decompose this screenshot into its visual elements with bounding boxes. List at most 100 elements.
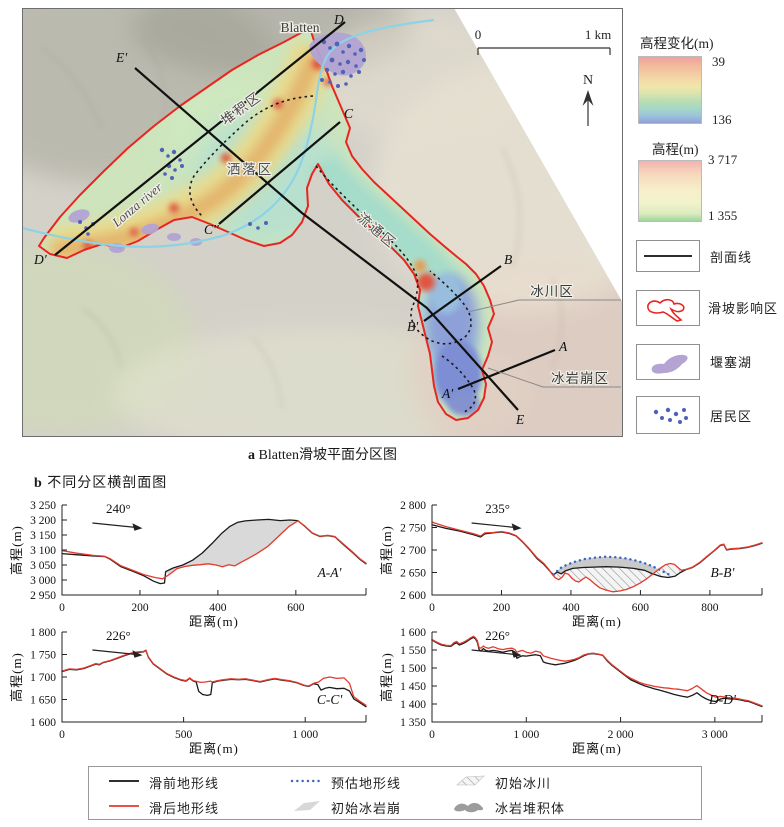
caption-a-text: Blatten滑坡平面分区图 bbox=[255, 448, 397, 463]
x-axis-title: 距离(m) bbox=[572, 741, 622, 756]
y-axis-title: 高程(m) bbox=[9, 652, 24, 702]
profile-chart-AA: 3 250 3 200 3 150 3 100 3 050 3 000 2 950 0 200 4… bbox=[8, 497, 374, 634]
initial-icerock-avalanche-icon bbox=[289, 797, 323, 820]
section-label: A-A' bbox=[317, 565, 343, 580]
x-tick-label: 0 bbox=[429, 729, 435, 741]
landslide-area-icon bbox=[647, 298, 685, 322]
legend-swatch-dammed-lake bbox=[636, 344, 700, 380]
caption-b-text: 不同分区横剖面图 bbox=[42, 476, 168, 491]
initial-glacier-icon bbox=[453, 772, 487, 795]
azimuth-arrow bbox=[471, 522, 516, 529]
pre-terrain-line-icon bbox=[107, 772, 141, 795]
label-A: A bbox=[558, 339, 568, 354]
series-post bbox=[61, 520, 367, 580]
x-tick-label: 800 bbox=[701, 602, 719, 614]
x-tick-label: 400 bbox=[209, 602, 227, 614]
legend-label-post-terrain: 滑后地形线 bbox=[149, 801, 220, 816]
profile-chart-CC: 1 800 1 750 1 700 1 650 1 600 0 500 1 000 距离(m) 高… bbox=[8, 624, 374, 761]
legend-label-residential: 居民区 bbox=[710, 409, 753, 424]
profile-line-A-A bbox=[457, 348, 556, 391]
x-tick-label: 500 bbox=[175, 729, 193, 741]
y-tick-label: 2 800 bbox=[400, 500, 426, 512]
scale-bar-1km: 1 km bbox=[585, 27, 611, 42]
zoning-map-panel: 0 1 km N Blatten 堆积区 洒落区 流通区 Lonza river… bbox=[0, 0, 672, 483]
profile-chart-BB: 2 800 2 750 2 700 2 650 2 600 0 200 400 600 800 距离… bbox=[378, 497, 770, 634]
label-B-prime: B' bbox=[407, 319, 419, 334]
azimuth-arrowhead bbox=[511, 523, 522, 531]
azimuth-label: 226° bbox=[106, 628, 131, 643]
x-axis-title: 距离(m) bbox=[189, 614, 239, 629]
profile-lines bbox=[54, 21, 556, 411]
y-tick-label: 2 600 bbox=[400, 590, 426, 602]
y-tick-label: 3 200 bbox=[30, 515, 56, 527]
north-arrow bbox=[582, 90, 594, 126]
y-tick-label: 3 100 bbox=[30, 545, 56, 557]
scale-bar-zero: 0 bbox=[475, 27, 482, 42]
legend-label-initial-glacier: 初始冰川 bbox=[495, 776, 552, 791]
y-tick-label: 3 150 bbox=[30, 530, 56, 542]
series-post bbox=[61, 649, 367, 706]
y-tick-label: 2 950 bbox=[30, 590, 56, 602]
azimuth-label: 240° bbox=[106, 501, 131, 516]
icerock-deposit-icon bbox=[451, 797, 489, 820]
axes bbox=[431, 632, 762, 723]
legend-swatch-profile-line bbox=[636, 240, 700, 272]
dammed-lake-icon bbox=[651, 354, 688, 374]
zone-dashed-boundaries bbox=[189, 95, 477, 413]
legend-label-icerock-deposit: 冰岩堆积体 bbox=[495, 801, 566, 816]
scale-bar bbox=[477, 47, 611, 55]
zone-label-glacier: 冰川区 bbox=[530, 284, 574, 299]
elevation-top-value: 3 717 bbox=[708, 152, 738, 167]
azimuth-label: 235° bbox=[485, 501, 510, 516]
y-axis-title: 高程(m) bbox=[379, 652, 394, 702]
section-label: D-D' bbox=[708, 692, 737, 707]
legend-label-initial-icerock: 初始冰岩崩 bbox=[331, 801, 402, 816]
elev-change-gradient bbox=[638, 56, 702, 124]
north-label: N bbox=[583, 73, 593, 88]
y-tick-label: 1 550 bbox=[400, 645, 426, 657]
azimuth-arrowhead bbox=[132, 650, 143, 658]
elevation-bottom-value: 1 355 bbox=[708, 208, 738, 223]
legend-label-pre-terrain: 滑前地形线 bbox=[149, 776, 220, 791]
y-tick-label: 1 500 bbox=[400, 663, 426, 675]
elev-change-bottom-value: 136 bbox=[712, 112, 732, 127]
y-tick-label: 3 050 bbox=[30, 560, 56, 572]
azimuth-arrow bbox=[92, 522, 137, 529]
y-tick-label: 2 650 bbox=[400, 568, 426, 580]
label-E: E bbox=[515, 412, 525, 427]
legend-label-estimated-terrain: 预估地形线 bbox=[331, 776, 402, 791]
profile-line-D-D bbox=[54, 21, 346, 256]
profile-line-C-C bbox=[218, 121, 341, 225]
x-tick-label: 200 bbox=[131, 602, 149, 614]
x-tick-label: 3 000 bbox=[702, 729, 728, 741]
x-tick-label: 2 000 bbox=[608, 729, 634, 741]
label-E-prime: E' bbox=[115, 50, 128, 65]
profile-line-E-E bbox=[134, 67, 519, 411]
x-tick-label: 600 bbox=[632, 602, 650, 614]
axes bbox=[61, 632, 366, 723]
x-tick-label: 0 bbox=[59, 602, 65, 614]
y-tick-label: 3 250 bbox=[30, 500, 56, 512]
azimuth-arrow bbox=[92, 649, 137, 656]
profile-line-B-B bbox=[423, 265, 502, 322]
y-tick-label: 2 700 bbox=[400, 545, 426, 557]
zoning-map: 0 1 km N Blatten 堆积区 洒落区 流通区 Lonza river… bbox=[0, 0, 672, 483]
x-axis-title: 距离(m) bbox=[189, 741, 239, 756]
y-tick-label: 1 400 bbox=[400, 699, 426, 711]
elev-change-top-value: 39 bbox=[712, 54, 725, 69]
legend-swatch-landslide-area bbox=[636, 290, 700, 326]
label-leader-lines bbox=[467, 299, 621, 388]
estimated-terrain-line-icon bbox=[289, 772, 323, 795]
zone-label-scatter: 洒落区 bbox=[227, 162, 274, 177]
elev-change-legend-title: 高程变化(m) bbox=[640, 36, 714, 51]
residential-icon bbox=[653, 407, 688, 424]
x-tick-label: 0 bbox=[429, 602, 435, 614]
x-tick-label: 200 bbox=[493, 602, 511, 614]
y-axis-title: 高程(m) bbox=[9, 525, 24, 575]
y-tick-label: 1 700 bbox=[30, 672, 56, 684]
chart-legend-box: 滑前地形线 滑后地形线 预估地形线 初始冰岩崩 初始冰川 冰岩堆积体 bbox=[88, 766, 702, 820]
x-tick-label: 1 000 bbox=[513, 729, 539, 741]
